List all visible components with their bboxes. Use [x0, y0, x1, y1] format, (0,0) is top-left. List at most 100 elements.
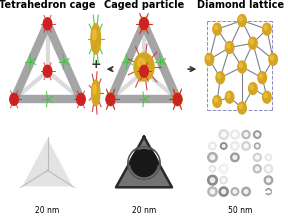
Circle shape	[106, 93, 115, 106]
Circle shape	[210, 155, 215, 160]
Circle shape	[141, 20, 144, 24]
Circle shape	[250, 40, 253, 44]
Circle shape	[207, 56, 210, 60]
Circle shape	[242, 142, 250, 150]
Circle shape	[255, 156, 259, 159]
Circle shape	[222, 179, 225, 182]
Circle shape	[244, 133, 248, 136]
Circle shape	[209, 166, 215, 172]
Circle shape	[222, 189, 226, 194]
Circle shape	[217, 74, 221, 78]
Circle shape	[258, 72, 266, 84]
Circle shape	[139, 17, 149, 30]
Circle shape	[231, 142, 239, 150]
Circle shape	[242, 130, 250, 139]
Circle shape	[77, 93, 85, 105]
Circle shape	[270, 56, 274, 60]
Circle shape	[10, 93, 18, 105]
Circle shape	[253, 165, 261, 173]
Circle shape	[225, 41, 234, 53]
Circle shape	[267, 156, 270, 159]
Circle shape	[249, 37, 257, 49]
Circle shape	[264, 93, 267, 98]
Text: 50 nm: 50 nm	[228, 206, 253, 215]
Circle shape	[92, 80, 100, 106]
Circle shape	[43, 65, 52, 77]
Circle shape	[253, 153, 261, 161]
Circle shape	[227, 93, 230, 98]
Circle shape	[225, 91, 234, 103]
Text: Caged particle: Caged particle	[104, 0, 184, 10]
Circle shape	[263, 23, 271, 35]
Circle shape	[211, 144, 214, 148]
Circle shape	[242, 187, 250, 196]
Circle shape	[208, 187, 217, 196]
Circle shape	[266, 189, 271, 195]
Circle shape	[219, 130, 228, 140]
Circle shape	[216, 72, 225, 84]
Circle shape	[215, 25, 217, 30]
Circle shape	[233, 190, 236, 193]
Circle shape	[222, 145, 225, 147]
Text: 20 nm: 20 nm	[35, 206, 60, 215]
Circle shape	[233, 144, 237, 148]
Circle shape	[231, 153, 239, 162]
Circle shape	[239, 104, 242, 108]
Circle shape	[221, 132, 226, 137]
Circle shape	[43, 18, 52, 30]
Circle shape	[175, 95, 178, 100]
Circle shape	[269, 54, 277, 65]
Circle shape	[138, 58, 145, 68]
Circle shape	[249, 83, 257, 95]
Circle shape	[244, 190, 248, 194]
Circle shape	[221, 143, 227, 149]
Circle shape	[263, 91, 271, 103]
Circle shape	[219, 164, 228, 173]
Circle shape	[139, 65, 149, 78]
Circle shape	[140, 18, 148, 30]
Circle shape	[238, 61, 246, 73]
Text: 20 nm: 20 nm	[132, 206, 156, 215]
Circle shape	[239, 63, 242, 67]
Circle shape	[267, 178, 270, 182]
Circle shape	[250, 85, 253, 89]
Circle shape	[220, 176, 227, 184]
Circle shape	[256, 145, 259, 147]
Circle shape	[254, 143, 260, 149]
Circle shape	[131, 149, 157, 177]
Circle shape	[209, 142, 216, 150]
Circle shape	[264, 25, 267, 30]
Circle shape	[208, 152, 217, 162]
Circle shape	[215, 98, 217, 102]
Circle shape	[265, 154, 272, 160]
Circle shape	[256, 133, 259, 136]
Circle shape	[222, 167, 226, 171]
Circle shape	[244, 144, 248, 148]
Circle shape	[140, 65, 148, 77]
Circle shape	[134, 53, 154, 81]
Circle shape	[259, 74, 263, 78]
Circle shape	[238, 102, 246, 114]
Circle shape	[267, 190, 270, 193]
Circle shape	[211, 167, 214, 170]
Circle shape	[239, 17, 242, 21]
Circle shape	[93, 29, 96, 40]
Circle shape	[173, 93, 182, 106]
Circle shape	[227, 44, 230, 48]
Circle shape	[264, 165, 273, 173]
Circle shape	[231, 188, 239, 195]
Circle shape	[141, 67, 144, 72]
Circle shape	[108, 95, 111, 100]
Circle shape	[233, 132, 237, 137]
Circle shape	[211, 189, 215, 194]
Text: Diamond lattice: Diamond lattice	[197, 0, 284, 10]
Circle shape	[173, 93, 182, 105]
Circle shape	[233, 156, 237, 159]
Text: Tetrahedron cage: Tetrahedron cage	[0, 0, 96, 10]
Circle shape	[213, 23, 221, 35]
Text: +: +	[90, 58, 101, 71]
Circle shape	[213, 95, 221, 108]
Circle shape	[106, 93, 115, 105]
Circle shape	[264, 176, 273, 184]
Circle shape	[91, 24, 101, 54]
